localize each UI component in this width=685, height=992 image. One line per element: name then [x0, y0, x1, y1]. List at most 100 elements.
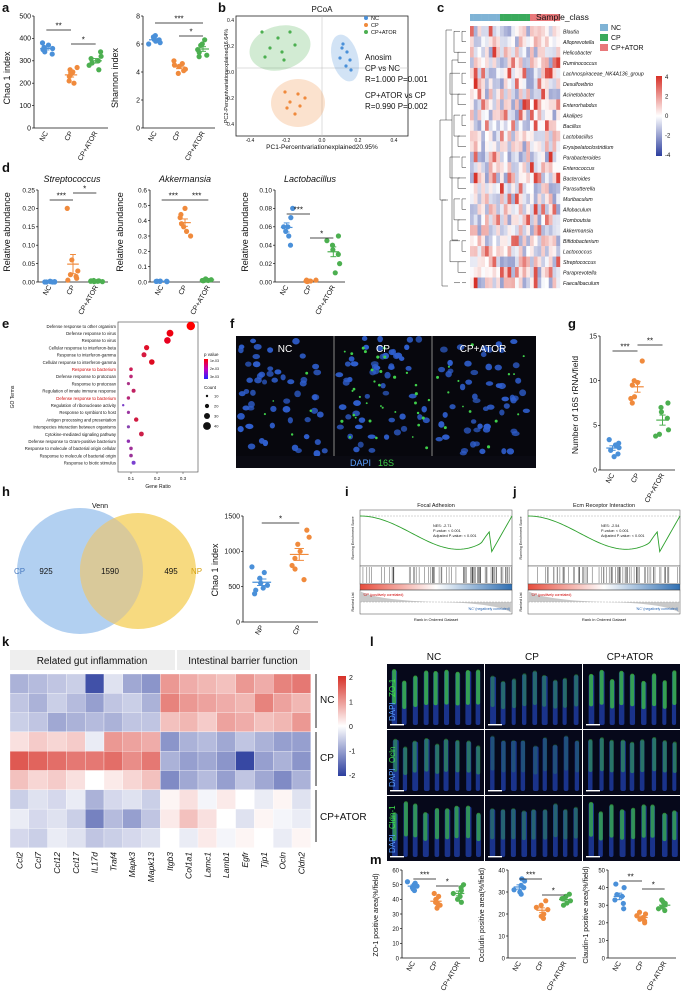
16s-signal: [382, 346, 386, 350]
16s-signal: [368, 419, 372, 423]
heatmap-cell: [522, 120, 527, 131]
pcoa-point: [263, 55, 267, 59]
heatmap-cell: [541, 26, 546, 37]
sig-label: **: [628, 873, 634, 882]
heatmap-cell: [530, 277, 534, 289]
gsea-title: Ecm Receptor Interaction: [573, 503, 635, 509]
l-col-cpator: CP+ATOR: [607, 652, 654, 663]
heatmap-cell: [503, 26, 508, 37]
heatmap-cell: [511, 109, 516, 121]
if-villus-dapi: [466, 741, 472, 791]
heatmap-cell: [473, 151, 478, 163]
dapi-nucleus: [442, 411, 448, 418]
data-point: [543, 898, 549, 904]
heatmap-cell: [545, 277, 549, 289]
heatmap-cell: [507, 267, 512, 278]
heatmap-cell: [515, 277, 519, 289]
dapi-nucleus: [357, 441, 364, 448]
if-villus-marker: [413, 803, 418, 838]
heatmap-cell: [522, 193, 527, 205]
go-dot: [186, 321, 195, 331]
heatmap-cell: [492, 267, 497, 278]
heatmap-cell: [503, 151, 508, 163]
group-label: NC: [42, 285, 53, 297]
m-ylabel-2: Occludin positive area(%/field): [479, 868, 486, 963]
dapi-nucleus: [280, 374, 286, 381]
taxon-label: Paraprevotella: [563, 271, 597, 277]
heatmap-cell: [473, 267, 478, 278]
c-colorscale: [656, 76, 662, 156]
dapi-nucleus: [353, 400, 361, 406]
data-point: [540, 915, 547, 922]
heatmap-cell: [507, 26, 512, 37]
k-heatmap-cell: [291, 712, 311, 733]
pcoa-ticks: -0.4 -0.2 0.0 0.2 0.40.40.20.0-0.2-0.4: [225, 18, 397, 144]
heatmap-cell: [481, 204, 486, 215]
pvalue-tick-3: 3e-03: [210, 375, 219, 379]
heatmap-cell: [481, 235, 486, 247]
heatmap-cell: [488, 267, 493, 278]
fish-caption-bar: [236, 456, 536, 468]
heatmap-cell: [545, 204, 549, 215]
heatmap-cell: [473, 225, 478, 236]
heatmap-cell: [511, 204, 516, 215]
data-point: [621, 906, 627, 912]
y-tick-label: 10: [498, 934, 505, 940]
venn-title: Venn: [92, 503, 108, 510]
data-point: [196, 54, 202, 60]
y-tick-label: 10: [589, 378, 597, 385]
heatmap-cell: [537, 67, 542, 79]
heatmap-cell: [488, 151, 493, 163]
if-scale-bar: [586, 724, 600, 726]
heatmap-cell: [503, 204, 508, 215]
sample-class-cell: [515, 14, 519, 21]
y-tick-label: 0.02: [259, 261, 272, 268]
heatmap-cell: [545, 141, 549, 152]
data-point: [664, 415, 670, 421]
16s-signal: [272, 400, 275, 402]
heatmap-cell: [518, 120, 523, 131]
if-villus-marker: [501, 808, 506, 840]
heatmap-cell: [548, 46, 553, 58]
heatmap-cell: [518, 26, 523, 37]
heatmap-cell: [533, 267, 538, 278]
heatmap-cell: [511, 172, 516, 184]
heatmap-cell: [488, 256, 493, 268]
heatmap-cell: [526, 78, 531, 90]
data-point: [98, 49, 104, 55]
if-villus-dapi: [620, 740, 626, 791]
heatmap-cell: [556, 214, 561, 226]
if-villus-marker: [403, 746, 408, 776]
if-villus-marker: [433, 670, 438, 706]
if-villus-marker: [599, 669, 604, 705]
heatmap-cell: [511, 26, 516, 37]
dapi-nucleus: [314, 439, 321, 446]
16s-signal: [309, 409, 313, 413]
heatmap-cell: [507, 88, 512, 100]
k-heatmap-cell: [291, 789, 311, 810]
dapi-nucleus: [247, 443, 256, 450]
gsea-bottom-label: 'NC' (negatively correlated): [468, 607, 510, 611]
heatmap-cell: [503, 256, 508, 268]
dapi-nucleus: [506, 448, 515, 455]
heatmap-cell: [552, 99, 557, 111]
heatmap-cell: [530, 214, 534, 226]
venn-np-label: NP: [191, 567, 202, 576]
if-villus-marker: [476, 669, 481, 705]
data-point: [178, 211, 184, 218]
heatmap-cell: [552, 141, 557, 152]
k-heatmap-cell: [141, 770, 161, 790]
heatmap-cell: [545, 120, 549, 131]
if-villus-marker: [589, 673, 594, 707]
taxon-label: Lactococcus: [563, 250, 592, 256]
pcoa-point: [280, 50, 284, 54]
y-tick-label: 0.06: [259, 224, 272, 231]
data-point: [656, 431, 663, 437]
dendro-branch: [453, 30, 460, 53]
sample-class-cell: [492, 14, 497, 21]
heatmap-cell: [507, 246, 512, 257]
count-dot: [203, 422, 211, 430]
sample-class-cell: [552, 14, 557, 21]
